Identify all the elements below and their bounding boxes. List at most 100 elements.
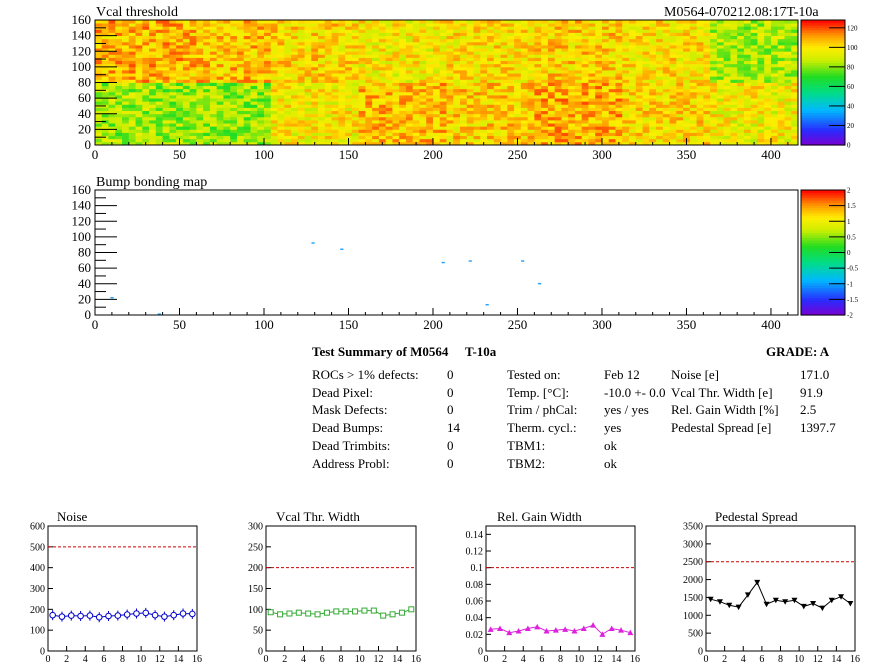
vcal-heatmap-cell xyxy=(541,60,549,65)
vcal-heatmap-cell xyxy=(216,116,224,121)
bump-map-scale-band xyxy=(801,200,845,204)
vcal-heatmap-cell xyxy=(669,48,677,52)
vcal-heatmap-cell xyxy=(541,107,549,112)
vcal-heatmap-cell xyxy=(385,45,393,49)
vcal-heatmap-cell xyxy=(385,51,393,55)
vcal-heatmap-cell xyxy=(142,66,150,71)
vcal-heatmap-cell xyxy=(601,38,610,43)
vcal-heatmap-cell xyxy=(311,76,319,80)
vcal-heatmap-cell xyxy=(676,79,684,83)
vcal-heatmap-cell xyxy=(135,113,143,118)
vcal-heatmap-cell xyxy=(446,104,454,108)
vcal-heatmap-cell xyxy=(453,41,461,46)
vcal-heatmap-cell xyxy=(399,91,407,96)
vcal-heatmap-cell xyxy=(561,45,569,49)
vcal-heatmap-cell xyxy=(574,120,583,124)
vcal-heatmap-cell xyxy=(378,98,387,102)
vcal-heatmap-cell xyxy=(257,20,265,24)
vcal-heatmap-cell xyxy=(514,123,522,127)
vcal-heatmap-cell xyxy=(527,98,535,102)
vcal-heatmap-cell xyxy=(689,26,698,30)
vcal-heatmap-cell xyxy=(182,51,191,55)
vcal-heatmap-cell xyxy=(101,45,109,49)
vcal-heatmap-cell xyxy=(203,129,211,133)
vcal-heatmap-cell xyxy=(412,79,420,83)
vcal-heatmap-cell xyxy=(689,29,698,33)
vcal-heatmap-cell xyxy=(318,98,326,102)
vcal-heatmap-cell xyxy=(635,35,643,40)
vcal-heatmap-cell xyxy=(750,85,758,90)
vcal-heatmap-cell xyxy=(419,95,427,99)
vcal-heatmap-cell xyxy=(507,123,515,127)
vcal-heatmap-cell xyxy=(426,91,434,96)
vcal-heatmap-cell xyxy=(162,98,170,102)
vcal-heatmap-cell xyxy=(493,35,501,40)
bump-map-x-tick-label: 400 xyxy=(761,317,781,332)
vcal-heatmap-cell xyxy=(439,54,447,58)
vcal-heatmap-cell xyxy=(716,110,725,115)
vcal-heatmap-cell xyxy=(338,26,346,30)
trend-plot-frame xyxy=(47,525,198,652)
vcal-heatmap-cell xyxy=(770,26,779,30)
vcal-heatmap-cell xyxy=(372,45,380,49)
vcal-heatmap-cell xyxy=(284,135,292,140)
vcal-heatmap-cell xyxy=(757,101,765,105)
vcal-heatmap-cell xyxy=(662,70,670,74)
vcal-heatmap-cell xyxy=(304,23,312,27)
vcal-heatmap-cell xyxy=(189,26,197,30)
vcal-heatmap-cell xyxy=(730,23,738,27)
vcal-heatmap-cell xyxy=(162,54,170,58)
vcal-heatmap-cell xyxy=(581,51,589,55)
vcal-heatmap-cell xyxy=(277,135,285,140)
vcal-heatmap-cell xyxy=(324,107,332,112)
vcal-heatmap-cell xyxy=(554,73,562,77)
vcal-heatmap-cell xyxy=(595,120,603,124)
vcal-heatmap-cell xyxy=(514,91,522,96)
vcal-heatmap-cell xyxy=(277,70,285,74)
vcal-heatmap-cell xyxy=(392,23,400,27)
vcal-heatmap-cell xyxy=(169,20,177,24)
vcal-heatmap-cell xyxy=(466,116,474,121)
vcal-heatmap-cell xyxy=(615,79,623,83)
vcal-heatmap-cell xyxy=(561,110,569,115)
vcal-heatmap-cell xyxy=(642,91,650,96)
vcal-heatmap-cell xyxy=(710,113,718,118)
vcal-heatmap-cell xyxy=(378,73,387,77)
vcal-heatmap-cell xyxy=(547,116,556,121)
vcal-heatmap-cell xyxy=(338,135,346,140)
vcal-heatmap-cell xyxy=(466,35,474,40)
vcal-heatmap-cell xyxy=(426,29,434,33)
vcal-heatmap-cell xyxy=(493,95,501,99)
vcal-heatmap-cell xyxy=(514,63,522,68)
vcal-heatmap-cell xyxy=(155,70,163,74)
vcal-heatmap-cell xyxy=(487,135,495,140)
vcal-heatmap-cell xyxy=(155,51,163,55)
vcal-heatmap-cell xyxy=(541,135,549,140)
vcal-heatmap-cell xyxy=(122,20,130,24)
vcal-heatmap-cell xyxy=(770,129,779,133)
vcal-heatmap-cell xyxy=(629,76,637,80)
vcal-heatmap-cell xyxy=(703,85,711,90)
vcal-heatmap-cell xyxy=(426,113,434,118)
vcal-heatmap-cell xyxy=(608,107,616,112)
vcal-heatmap-cell xyxy=(223,132,231,137)
vcal-heatmap-cell xyxy=(378,48,387,52)
vcal-heatmap-cell xyxy=(595,76,603,80)
vcal-heatmap-cell xyxy=(122,88,130,93)
vcal-heatmap-cell xyxy=(216,54,224,58)
vcal-heatmap-cell xyxy=(534,60,542,65)
vcal-heatmap-cell xyxy=(142,85,150,90)
vcal-heatmap-cell xyxy=(385,88,393,93)
vcal-heatmap-cell xyxy=(331,45,339,49)
vcal-heatmap-cell xyxy=(493,110,501,115)
vcal-heatmap-cell xyxy=(750,91,758,96)
vcal-heatmap-cell xyxy=(635,41,643,46)
vcal-heatmap-cell xyxy=(615,48,623,52)
bump-map-scale-band xyxy=(801,295,845,299)
vcal-heatmap-cell xyxy=(115,101,123,105)
vcal-heatmap-cell xyxy=(392,54,400,58)
vcal-heatmap-cell xyxy=(304,129,312,133)
vcal-heatmap-cell xyxy=(608,29,616,33)
vcal-heatmap-cell xyxy=(257,98,265,102)
vcal-heatmap-cell xyxy=(588,107,596,112)
